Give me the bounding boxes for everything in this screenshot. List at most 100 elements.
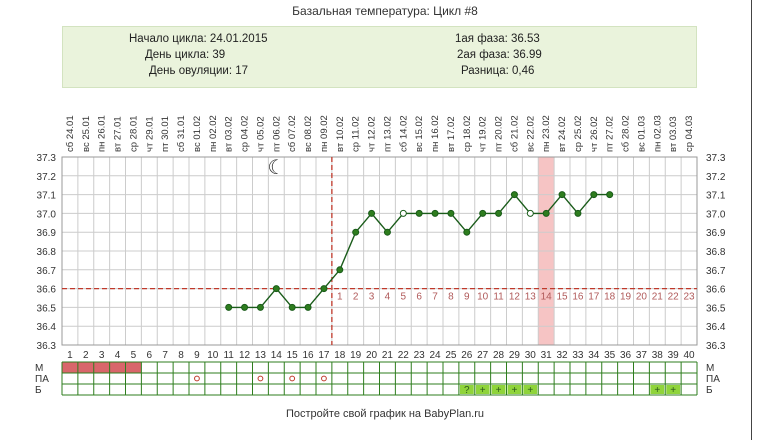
- intercourse-marker: [257, 375, 264, 382]
- temperature-point: [383, 228, 391, 236]
- y-tick-label-left: 37.3: [37, 153, 57, 164]
- test-cell: [650, 385, 665, 394]
- phase2-day-number: 17: [588, 292, 600, 303]
- y-tick-label-left: 37.2: [37, 172, 57, 183]
- x-cycle-day-label: 5: [131, 350, 137, 361]
- x-cycle-day-label: 40: [684, 350, 696, 361]
- y-tick-label-right: 36.4: [706, 322, 726, 333]
- test-cell: [507, 385, 522, 394]
- phase2-day-number: 13: [525, 292, 537, 303]
- temperature-point: [510, 191, 518, 199]
- y-tick-label-left: 36.8: [37, 247, 57, 258]
- x-date-label: вс 01.02: [192, 116, 203, 152]
- x-cycle-day-label: 38: [652, 350, 664, 361]
- x-date-label: пт 30.01: [160, 116, 171, 152]
- temperature-point: [399, 209, 407, 217]
- x-date-label: вт 17.02: [446, 116, 457, 152]
- phase2-day-number: 8: [448, 292, 454, 303]
- x-date-label: вс 25.01: [81, 116, 92, 152]
- x-cycle-day-label: 2: [83, 350, 89, 361]
- test-mark: +: [496, 385, 502, 396]
- y-tick-label-right: 37.0: [706, 209, 726, 220]
- x-date-label: пт 20.02: [494, 116, 505, 152]
- row-label-right: Б: [706, 385, 713, 396]
- x-cycle-day-label: 28: [493, 350, 505, 361]
- temperature-point: [463, 228, 471, 236]
- y-tick-label-left: 36.7: [37, 266, 57, 277]
- temperature-point: [447, 209, 455, 217]
- x-cycle-day-label: 19: [350, 350, 362, 361]
- phase1-text: 1ая фаза: 36.53: [455, 33, 540, 45]
- menstruation-bar: [62, 362, 142, 373]
- x-date-label: ср 18.02: [462, 116, 473, 152]
- temperature-point: [336, 266, 344, 274]
- x-date-label: сб 21.02: [509, 115, 520, 152]
- phase2-text: 2ая фаза: 36.99: [457, 49, 542, 61]
- temperature-point: [431, 209, 439, 217]
- x-cycle-day-label: 15: [287, 350, 299, 361]
- y-tick-label-left: 36.4: [37, 322, 57, 333]
- x-cycle-day-label: 21: [382, 350, 394, 361]
- cycle-start-text: Начало цикла: 24.01.2015: [129, 33, 268, 45]
- x-cycle-day-label: 6: [147, 350, 153, 361]
- temperature-point: [606, 191, 614, 199]
- x-date-label: пн 09.02: [319, 115, 330, 152]
- temperature-point: [415, 209, 423, 217]
- x-cycle-day-label: 18: [334, 350, 346, 361]
- x-date-label: пн 23.02: [541, 115, 552, 152]
- phase2-day-number: 23: [684, 292, 696, 303]
- y-tick-label-right: 36.6: [706, 285, 726, 296]
- phase2-day-number: 21: [652, 292, 664, 303]
- x-cycle-day-label: 37: [636, 350, 648, 361]
- row-label-left: Б: [35, 385, 42, 396]
- temperature-point: [256, 303, 264, 311]
- y-tick-label-left: 36.5: [37, 303, 57, 314]
- y-tick-label-right: 36.8: [706, 247, 726, 258]
- x-date-label: чт 19.02: [478, 116, 489, 152]
- y-tick-label-right: 37.1: [706, 191, 726, 202]
- x-date-label: вс 22.02: [525, 116, 536, 152]
- intercourse-marker: [194, 375, 200, 382]
- intercourse-marker: [289, 375, 296, 382]
- row-label-right: ПА: [706, 374, 720, 385]
- ovulation-day-text: День овуляции: 17: [149, 65, 249, 77]
- x-date-label: вт 24.02: [557, 116, 568, 152]
- x-date-label: вс 15.02: [414, 116, 425, 152]
- y-tick-label-right: 36.5: [706, 303, 726, 314]
- test-cell: [459, 385, 474, 394]
- x-cycle-day-label: 32: [557, 350, 569, 361]
- temperature-point: [590, 191, 598, 199]
- row-label-left: М: [35, 363, 43, 374]
- phase2-day-number: 12: [509, 292, 521, 303]
- test-mark: +: [670, 385, 676, 396]
- x-cycle-day-label: 34: [588, 350, 600, 361]
- right-border: [751, 0, 752, 440]
- footer-text: Постройте свой график на BabyPlan.ru: [285, 408, 485, 420]
- phase2-day-number: 1: [337, 292, 343, 303]
- temperature-point: [495, 209, 503, 217]
- x-date-label: сб 28.02: [621, 115, 632, 152]
- phase2-day-number: 2: [353, 292, 359, 303]
- y-tick-label-left: 36.9: [37, 228, 57, 239]
- x-date-label: чт 26.02: [589, 116, 600, 152]
- phase2-day-number: 5: [401, 292, 407, 303]
- test-cell: [523, 385, 538, 394]
- x-cycle-day-label: 8: [178, 350, 184, 361]
- x-cycle-day-label: 7: [162, 350, 168, 361]
- row-label-right: М: [706, 363, 714, 374]
- x-date-label: пн 16.02: [430, 115, 441, 152]
- y-tick-label-left: 37.1: [37, 191, 57, 202]
- temperature-point: [241, 303, 249, 311]
- x-cycle-day-label: 17: [318, 350, 330, 361]
- test-mark: +: [654, 385, 660, 396]
- phase2-day-number: 14: [541, 292, 553, 303]
- temperature-point: [352, 228, 360, 236]
- y-tick-label-right: 37.3: [706, 153, 726, 164]
- x-date-label: вс 01.03: [636, 116, 647, 152]
- test-cell: [475, 385, 490, 394]
- x-date-label: сб 24.01: [65, 115, 76, 152]
- x-date-label: ср 25.02: [573, 116, 584, 152]
- x-cycle-day-label: 24: [430, 350, 442, 361]
- temperature-point: [368, 209, 376, 217]
- y-tick-label-right: 36.3: [706, 341, 726, 352]
